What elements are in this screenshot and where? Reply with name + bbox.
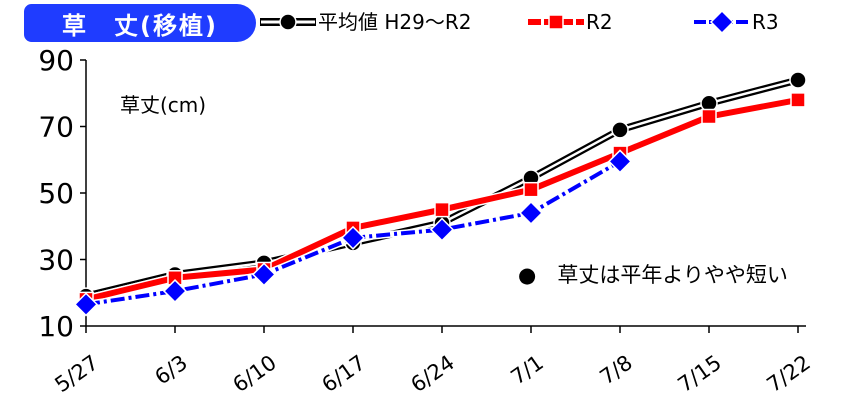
x-tick-label: 6/17 — [317, 350, 369, 397]
y-tick-label: 50 — [38, 177, 74, 210]
legend-item: R3 — [694, 9, 779, 35]
series-R3 — [73, 149, 633, 317]
x-tick-label: 7/8 — [595, 350, 636, 389]
data-point — [701, 108, 717, 125]
y-tick-label: 10 — [38, 310, 74, 343]
data-point — [518, 200, 544, 226]
legend-item: 平均値 H29〜R2 — [260, 10, 471, 34]
data-point — [789, 71, 807, 89]
legend-marker — [548, 14, 564, 30]
x-tick-label: 7/1 — [506, 350, 547, 389]
y-axis-label: 草丈(cm) — [120, 93, 206, 117]
data-point — [790, 92, 806, 108]
legend-label: 平均値 H29〜R2 — [318, 10, 471, 34]
data-point — [607, 149, 633, 174]
data-point — [73, 292, 99, 317]
data-point — [523, 181, 539, 198]
chart-title: 草 丈(移植) — [24, 4, 256, 42]
legend-item: R2 — [528, 10, 613, 34]
data-point — [251, 262, 277, 287]
x-tick-label: 7/15 — [673, 350, 725, 397]
legend-label: R2 — [586, 10, 613, 34]
series-layer — [73, 71, 807, 317]
y-tick-label: 30 — [38, 244, 74, 277]
y-tick-label: 70 — [38, 111, 74, 144]
x-tick-label: 7/22 — [762, 350, 814, 397]
x-tick-label: 6/3 — [150, 350, 191, 389]
data-point — [611, 121, 629, 139]
legend-label: R3 — [752, 10, 779, 34]
x-tick-label: 6/10 — [228, 350, 280, 397]
data-point — [162, 279, 188, 304]
x-tick-label: 6/24 — [406, 350, 458, 397]
legend: 平均値 H29〜R2 R2 R3 — [260, 9, 779, 35]
y-tick-label: 90 — [38, 44, 74, 77]
data-point — [340, 225, 366, 250]
legend-marker — [279, 13, 297, 31]
data-point — [434, 201, 450, 218]
x-tick-label: 5/27 — [50, 350, 102, 397]
legend-marker — [709, 9, 735, 35]
annotation-text: ● 草丈は平年よりやや短い — [518, 263, 788, 287]
data-point — [429, 217, 455, 242]
